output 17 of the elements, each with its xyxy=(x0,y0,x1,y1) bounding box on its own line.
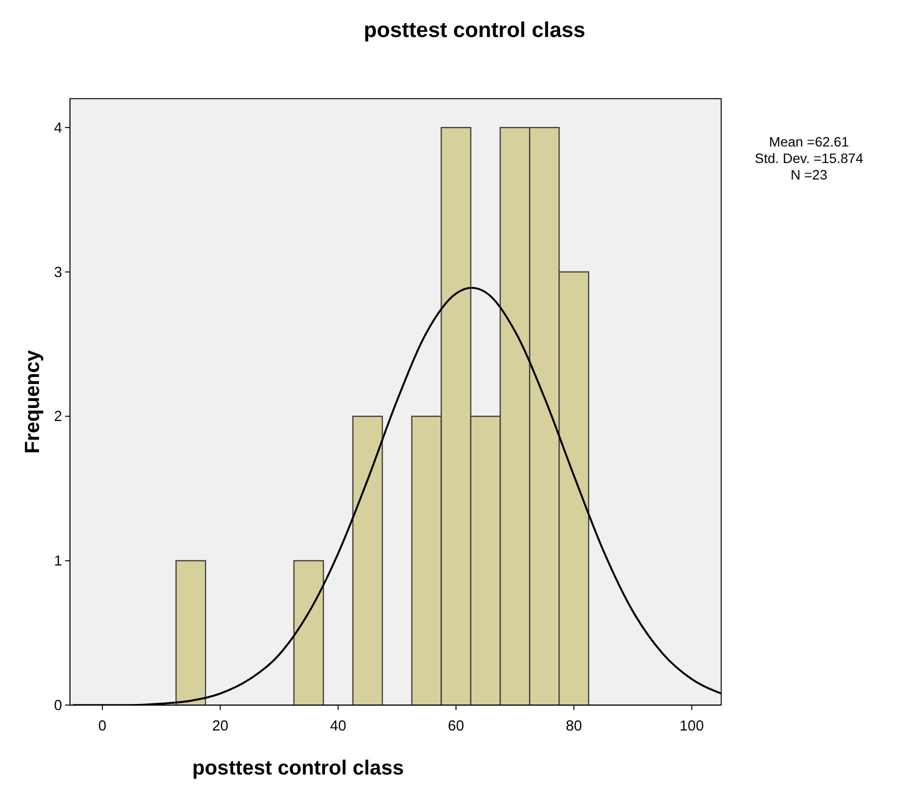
text: Mean =62.61 xyxy=(769,134,849,150)
y-tick-label: 1 xyxy=(54,554,62,570)
y-tick-label: 0 xyxy=(54,698,62,714)
y-tick-label: 3 xyxy=(54,264,62,281)
x-tick-label: 20 xyxy=(212,718,228,734)
x-tick-label: 40 xyxy=(330,718,346,734)
y-axis-title: Frequency xyxy=(20,350,44,454)
x-tick-label: 80 xyxy=(566,718,582,734)
x-tick-label: 0 xyxy=(98,718,106,734)
y-tick-label: 4 xyxy=(54,120,62,136)
x-tick-label: 100 xyxy=(680,718,704,734)
y-tick-label: 2 xyxy=(54,409,62,426)
chart-title: posttest control class xyxy=(364,18,586,42)
x-tick-label: 60 xyxy=(448,718,464,734)
text: Std. Dev. =15.874 xyxy=(754,151,864,166)
text: N =23 xyxy=(790,168,828,183)
x-axis-title: posttest control class xyxy=(192,756,404,780)
